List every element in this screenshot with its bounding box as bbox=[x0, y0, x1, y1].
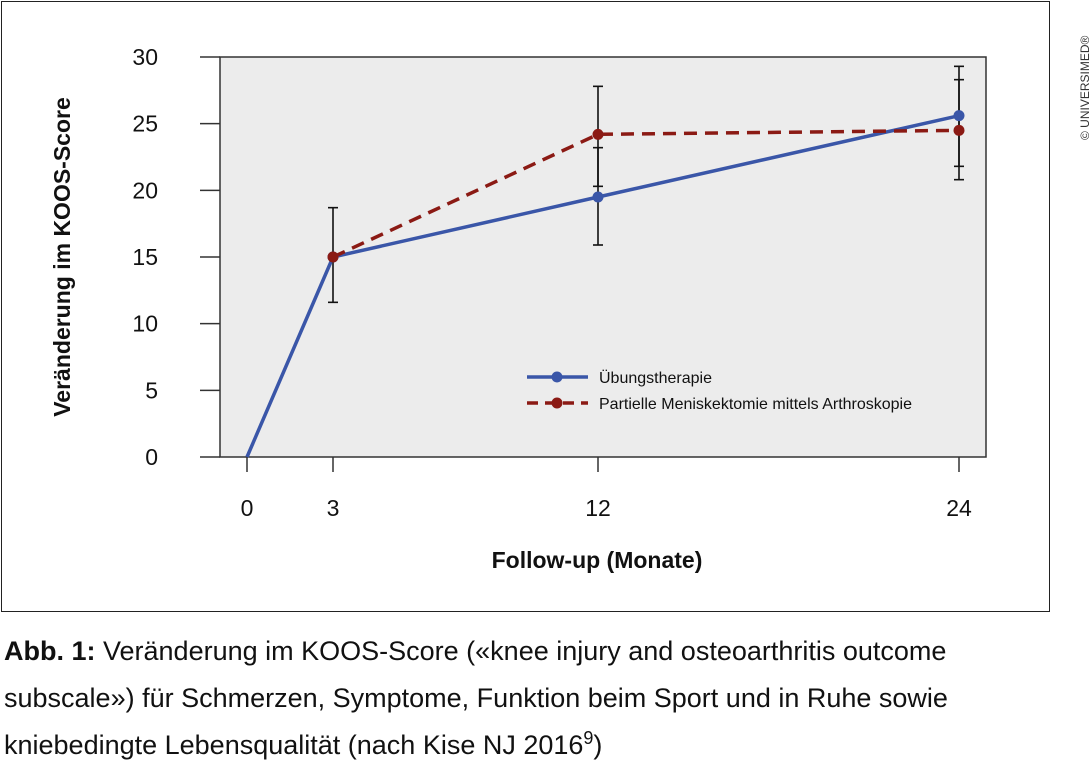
figure-caption: Abb. 1: Veränderung im KOOS-Score («knee… bbox=[4, 628, 1084, 769]
y-tick-label: 0 bbox=[145, 444, 158, 470]
y-tick-label: 20 bbox=[132, 177, 158, 203]
y-axis-title: Veränderung im KOOS-Score bbox=[49, 97, 75, 417]
data-point bbox=[953, 124, 965, 136]
x-axis-title: Follow-up (Monate) bbox=[492, 547, 703, 573]
caption-reference: 9 bbox=[583, 728, 594, 748]
legend-marker bbox=[551, 397, 563, 409]
legend: Übungstherapie Partielle Meniskektomie mi… bbox=[527, 369, 912, 413]
y-tick-label: 25 bbox=[132, 111, 158, 137]
y-tick-label: 30 bbox=[132, 44, 158, 70]
x-tick-label: 0 bbox=[241, 495, 254, 521]
legend-label: Übungstherapie bbox=[599, 369, 712, 387]
series-lines bbox=[245, 113, 960, 458]
y-tick-label: 5 bbox=[145, 377, 158, 403]
data-point bbox=[592, 191, 604, 203]
legend-label: Partielle Meniskektomie mittels Arthrosk… bbox=[599, 396, 912, 413]
x-axis-ticks: 0 3 12 24 bbox=[241, 457, 972, 521]
copyright-notice: © UNIVERSIMED® bbox=[1062, 4, 1089, 144]
series-line-1 bbox=[332, 128, 960, 259]
koos-line-chart: 0 5 10 15 20 25 30 0 3 12 24 Veränderung im KOOS-… bbox=[49, 44, 987, 573]
y-axis-ticks: 0 5 10 15 20 25 30 bbox=[132, 44, 220, 470]
data-point bbox=[953, 110, 965, 122]
y-tick-label: 10 bbox=[132, 311, 158, 337]
y-tick-label: 15 bbox=[132, 244, 158, 270]
legend-marker bbox=[551, 371, 563, 383]
data-point bbox=[327, 251, 339, 263]
x-tick-label: 24 bbox=[946, 495, 972, 521]
caption-label: Abb. 1: bbox=[4, 636, 96, 666]
copyright-text: © UNIVERSIMED® bbox=[1078, 35, 1089, 140]
x-tick-label: 3 bbox=[327, 495, 340, 521]
data-point bbox=[592, 128, 604, 140]
figure-frame bbox=[1, 1, 1050, 612]
data-points bbox=[327, 110, 965, 263]
x-tick-label: 12 bbox=[585, 495, 611, 521]
plot-area bbox=[219, 56, 987, 458]
caption-text: Veränderung im KOOS-Score («knee injury … bbox=[4, 636, 948, 760]
series-line-0 bbox=[245, 113, 960, 458]
caption-end: ) bbox=[593, 730, 603, 760]
